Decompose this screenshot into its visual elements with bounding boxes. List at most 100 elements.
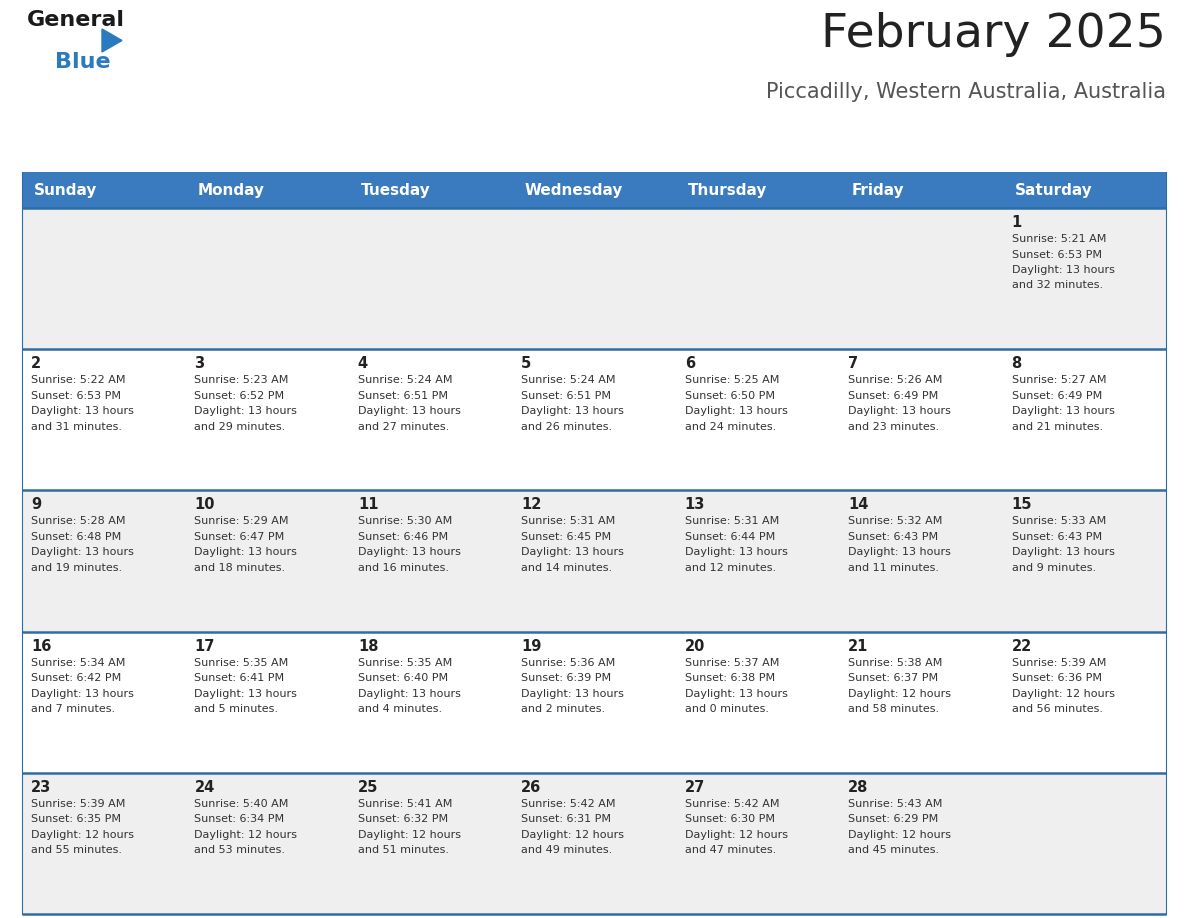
Text: Sunrise: 5:35 AM: Sunrise: 5:35 AM	[358, 657, 453, 667]
Text: Blue: Blue	[55, 52, 110, 72]
Text: Sunrise: 5:32 AM: Sunrise: 5:32 AM	[848, 517, 942, 526]
Text: and 23 minutes.: and 23 minutes.	[848, 421, 940, 431]
Text: Sunrise: 5:21 AM: Sunrise: 5:21 AM	[1011, 234, 1106, 244]
Text: and 53 minutes.: and 53 minutes.	[195, 845, 285, 856]
Text: and 12 minutes.: and 12 minutes.	[684, 563, 776, 573]
Text: 9: 9	[31, 498, 42, 512]
Text: Sunrise: 5:34 AM: Sunrise: 5:34 AM	[31, 657, 126, 667]
Text: Daylight: 12 hours: Daylight: 12 hours	[848, 688, 952, 699]
Text: 16: 16	[31, 639, 51, 654]
Text: Daylight: 13 hours: Daylight: 13 hours	[848, 547, 952, 557]
Text: Daylight: 13 hours: Daylight: 13 hours	[31, 406, 134, 416]
Text: and 32 minutes.: and 32 minutes.	[1011, 281, 1102, 290]
Text: Sunset: 6:40 PM: Sunset: 6:40 PM	[358, 673, 448, 683]
Text: 21: 21	[848, 639, 868, 654]
Text: 14: 14	[848, 498, 868, 512]
Text: Sunrise: 5:28 AM: Sunrise: 5:28 AM	[31, 517, 126, 526]
Text: Sunrise: 5:39 AM: Sunrise: 5:39 AM	[31, 799, 126, 809]
Text: 17: 17	[195, 639, 215, 654]
Text: 10: 10	[195, 498, 215, 512]
Text: Sunset: 6:29 PM: Sunset: 6:29 PM	[848, 814, 939, 824]
Bar	[839, 172, 1003, 208]
Text: 26: 26	[522, 779, 542, 795]
Text: Sunset: 6:43 PM: Sunset: 6:43 PM	[1011, 532, 1101, 542]
Text: Sunset: 6:53 PM: Sunset: 6:53 PM	[1011, 250, 1101, 260]
Text: Sunset: 6:47 PM: Sunset: 6:47 PM	[195, 532, 285, 542]
Text: and 47 minutes.: and 47 minutes.	[684, 845, 776, 856]
Bar	[23, 349, 1165, 490]
Text: and 29 minutes.: and 29 minutes.	[195, 421, 285, 431]
Text: Sunset: 6:51 PM: Sunset: 6:51 PM	[358, 391, 448, 400]
Polygon shape	[102, 29, 122, 52]
Text: Daylight: 13 hours: Daylight: 13 hours	[1011, 265, 1114, 275]
Text: 2: 2	[31, 356, 42, 371]
Text: Sunrise: 5:29 AM: Sunrise: 5:29 AM	[195, 517, 289, 526]
Text: Sunset: 6:43 PM: Sunset: 6:43 PM	[848, 532, 939, 542]
Bar	[185, 172, 349, 208]
Text: Sunrise: 5:35 AM: Sunrise: 5:35 AM	[195, 657, 289, 667]
Text: Sunrise: 5:36 AM: Sunrise: 5:36 AM	[522, 657, 615, 667]
Text: Daylight: 13 hours: Daylight: 13 hours	[358, 688, 461, 699]
Text: Sunrise: 5:40 AM: Sunrise: 5:40 AM	[195, 799, 289, 809]
Text: 24: 24	[195, 779, 215, 795]
Text: 27: 27	[684, 779, 704, 795]
Text: 18: 18	[358, 639, 378, 654]
Text: Daylight: 13 hours: Daylight: 13 hours	[522, 547, 624, 557]
Text: Sunrise: 5:41 AM: Sunrise: 5:41 AM	[358, 799, 453, 809]
Text: Daylight: 12 hours: Daylight: 12 hours	[358, 830, 461, 840]
Text: and 45 minutes.: and 45 minutes.	[848, 845, 940, 856]
Text: and 31 minutes.: and 31 minutes.	[31, 421, 122, 431]
Bar	[512, 172, 676, 208]
Text: Sunday: Sunday	[34, 183, 97, 197]
Text: Sunset: 6:48 PM: Sunset: 6:48 PM	[31, 532, 121, 542]
Text: Sunset: 6:49 PM: Sunset: 6:49 PM	[1011, 391, 1101, 400]
Text: Daylight: 12 hours: Daylight: 12 hours	[1011, 688, 1114, 699]
Text: Daylight: 13 hours: Daylight: 13 hours	[684, 547, 788, 557]
Text: Sunset: 6:42 PM: Sunset: 6:42 PM	[31, 673, 121, 683]
Text: Daylight: 13 hours: Daylight: 13 hours	[848, 406, 952, 416]
Text: Sunrise: 5:23 AM: Sunrise: 5:23 AM	[195, 375, 289, 386]
Text: Sunrise: 5:31 AM: Sunrise: 5:31 AM	[522, 517, 615, 526]
Text: Friday: Friday	[851, 183, 904, 197]
Text: and 16 minutes.: and 16 minutes.	[358, 563, 449, 573]
Text: 20: 20	[684, 639, 706, 654]
Text: and 21 minutes.: and 21 minutes.	[1011, 421, 1102, 431]
Text: Sunset: 6:32 PM: Sunset: 6:32 PM	[358, 814, 448, 824]
Text: and 11 minutes.: and 11 minutes.	[848, 563, 940, 573]
Text: Sunset: 6:38 PM: Sunset: 6:38 PM	[684, 673, 775, 683]
Text: Sunset: 6:36 PM: Sunset: 6:36 PM	[1011, 673, 1101, 683]
Text: Daylight: 13 hours: Daylight: 13 hours	[684, 688, 788, 699]
Text: Piccadilly, Western Australia, Australia: Piccadilly, Western Australia, Australia	[766, 82, 1165, 102]
Text: 15: 15	[1011, 498, 1032, 512]
Text: and 4 minutes.: and 4 minutes.	[358, 704, 442, 714]
Text: Sunrise: 5:24 AM: Sunrise: 5:24 AM	[358, 375, 453, 386]
Text: Sunrise: 5:43 AM: Sunrise: 5:43 AM	[848, 799, 942, 809]
Text: Daylight: 13 hours: Daylight: 13 hours	[195, 406, 297, 416]
Text: Sunrise: 5:24 AM: Sunrise: 5:24 AM	[522, 375, 615, 386]
Text: and 0 minutes.: and 0 minutes.	[684, 704, 769, 714]
Text: Daylight: 12 hours: Daylight: 12 hours	[522, 830, 624, 840]
Text: Saturday: Saturday	[1015, 183, 1092, 197]
Bar	[676, 172, 839, 208]
Text: Sunrise: 5:26 AM: Sunrise: 5:26 AM	[848, 375, 942, 386]
Text: Sunset: 6:39 PM: Sunset: 6:39 PM	[522, 673, 612, 683]
Text: Daylight: 13 hours: Daylight: 13 hours	[358, 406, 461, 416]
Text: 3: 3	[195, 356, 204, 371]
Text: 19: 19	[522, 639, 542, 654]
Text: and 18 minutes.: and 18 minutes.	[195, 563, 285, 573]
Text: and 27 minutes.: and 27 minutes.	[358, 421, 449, 431]
Text: Daylight: 12 hours: Daylight: 12 hours	[848, 830, 952, 840]
Text: Sunrise: 5:30 AM: Sunrise: 5:30 AM	[358, 517, 453, 526]
Text: 25: 25	[358, 779, 378, 795]
Text: Sunrise: 5:27 AM: Sunrise: 5:27 AM	[1011, 375, 1106, 386]
Text: 1: 1	[1011, 215, 1022, 230]
Text: 22: 22	[1011, 639, 1032, 654]
Text: 5: 5	[522, 356, 531, 371]
Text: and 49 minutes.: and 49 minutes.	[522, 845, 613, 856]
Text: Sunset: 6:49 PM: Sunset: 6:49 PM	[848, 391, 939, 400]
Text: and 58 minutes.: and 58 minutes.	[848, 704, 940, 714]
Text: Daylight: 13 hours: Daylight: 13 hours	[31, 547, 134, 557]
Bar	[23, 172, 185, 208]
Text: Sunset: 6:50 PM: Sunset: 6:50 PM	[684, 391, 775, 400]
Text: Sunset: 6:37 PM: Sunset: 6:37 PM	[848, 673, 939, 683]
